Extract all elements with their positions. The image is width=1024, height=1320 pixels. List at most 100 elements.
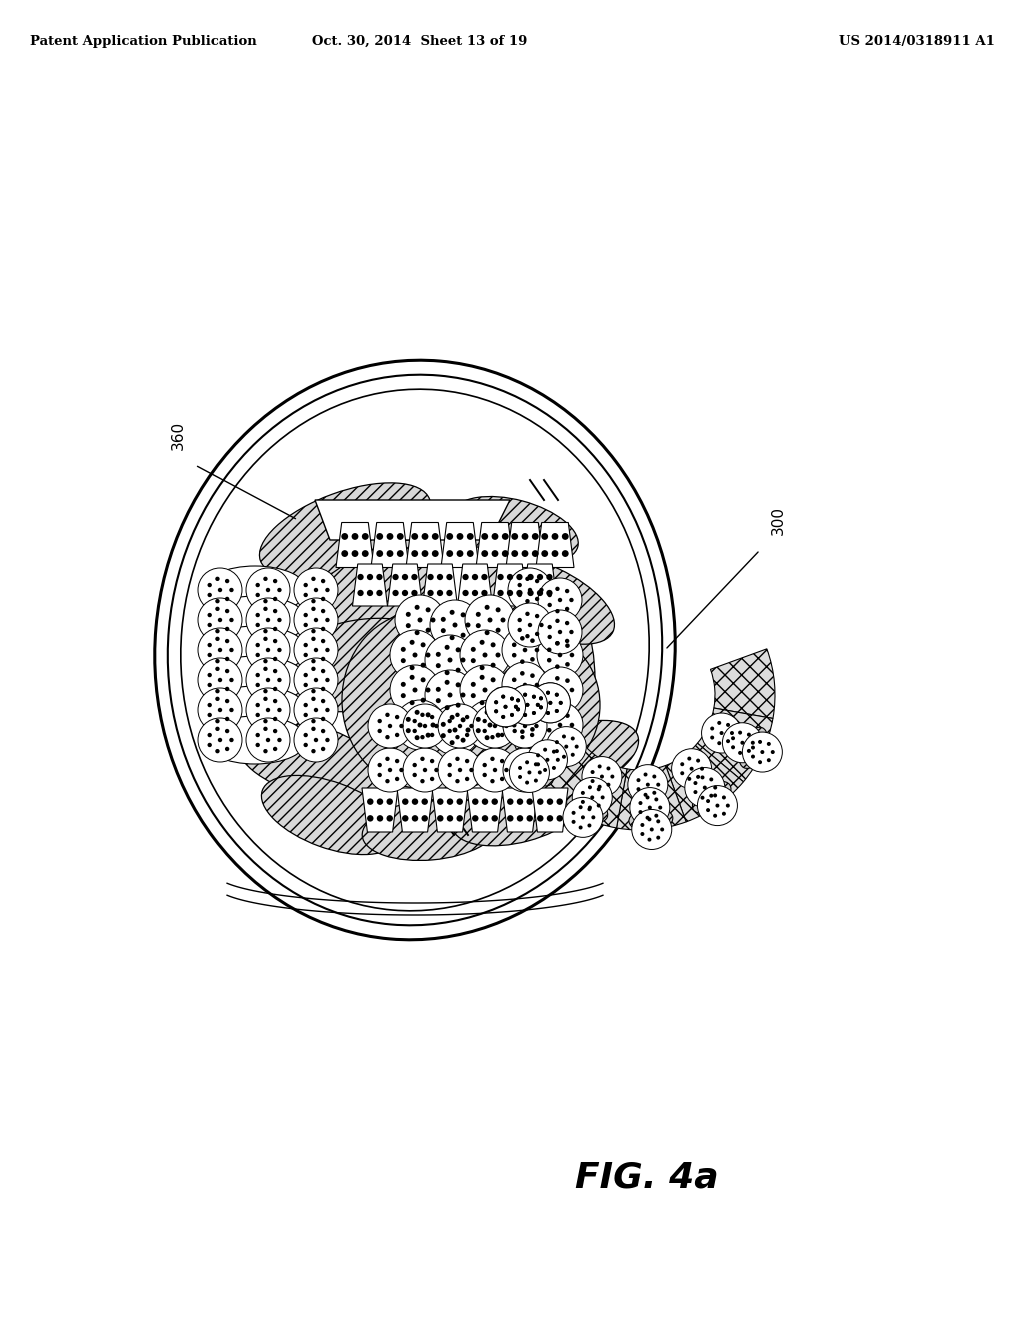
Text: US 2014/0318911 A1: US 2014/0318911 A1 (839, 36, 995, 48)
Circle shape (526, 816, 532, 821)
Circle shape (225, 717, 229, 721)
Circle shape (527, 574, 534, 581)
Circle shape (476, 717, 481, 722)
Circle shape (535, 718, 540, 722)
Circle shape (341, 533, 348, 540)
Circle shape (552, 750, 556, 754)
Circle shape (548, 593, 552, 597)
Circle shape (517, 799, 523, 805)
Circle shape (490, 756, 495, 762)
Circle shape (512, 677, 516, 682)
Ellipse shape (502, 721, 639, 800)
Circle shape (570, 737, 574, 741)
Circle shape (321, 717, 326, 721)
Circle shape (472, 590, 478, 597)
Circle shape (530, 759, 535, 763)
Circle shape (530, 682, 570, 723)
Circle shape (430, 715, 434, 719)
Circle shape (465, 733, 469, 737)
Circle shape (479, 675, 484, 680)
Circle shape (367, 816, 374, 821)
Circle shape (303, 682, 308, 688)
Polygon shape (352, 564, 387, 606)
Circle shape (461, 738, 466, 743)
Polygon shape (506, 523, 544, 568)
Circle shape (520, 706, 524, 710)
Circle shape (303, 623, 308, 627)
Circle shape (516, 574, 522, 581)
Circle shape (558, 723, 562, 727)
Ellipse shape (480, 635, 600, 775)
Circle shape (501, 618, 506, 623)
Circle shape (598, 784, 602, 789)
Circle shape (400, 693, 406, 698)
Circle shape (517, 628, 522, 632)
Circle shape (461, 632, 466, 638)
Circle shape (263, 636, 267, 642)
Circle shape (508, 685, 548, 725)
Circle shape (656, 820, 660, 824)
Circle shape (473, 704, 517, 748)
Circle shape (522, 718, 527, 722)
Circle shape (562, 533, 568, 540)
Circle shape (548, 603, 552, 607)
Polygon shape (362, 788, 398, 832)
Circle shape (351, 533, 358, 540)
Circle shape (457, 533, 464, 540)
Circle shape (246, 598, 290, 642)
Circle shape (421, 677, 426, 682)
Ellipse shape (342, 612, 498, 788)
Circle shape (660, 828, 665, 832)
Circle shape (535, 648, 540, 652)
Circle shape (496, 652, 501, 657)
Circle shape (556, 758, 560, 762)
Circle shape (218, 677, 222, 682)
Circle shape (256, 713, 260, 717)
Circle shape (508, 603, 552, 647)
Circle shape (215, 628, 220, 634)
Circle shape (303, 643, 308, 647)
Circle shape (377, 799, 383, 805)
Circle shape (610, 775, 614, 779)
Circle shape (496, 733, 501, 738)
Wedge shape (553, 752, 627, 828)
Circle shape (273, 657, 278, 661)
Circle shape (493, 723, 498, 729)
Circle shape (208, 743, 212, 747)
Circle shape (406, 717, 411, 722)
Circle shape (490, 663, 496, 668)
Circle shape (256, 743, 260, 747)
Circle shape (693, 791, 697, 795)
Circle shape (581, 816, 585, 820)
Circle shape (263, 667, 267, 671)
Circle shape (530, 639, 535, 643)
Circle shape (504, 723, 509, 729)
Circle shape (537, 574, 543, 581)
Circle shape (481, 574, 487, 581)
Circle shape (539, 697, 543, 701)
Circle shape (406, 612, 411, 616)
Circle shape (450, 635, 455, 640)
Circle shape (511, 533, 518, 540)
Ellipse shape (155, 360, 675, 940)
Circle shape (368, 748, 412, 792)
Circle shape (208, 673, 212, 677)
Polygon shape (387, 564, 423, 606)
Circle shape (707, 808, 710, 812)
Circle shape (559, 701, 563, 705)
Circle shape (502, 663, 548, 708)
Circle shape (498, 574, 504, 581)
Circle shape (410, 665, 415, 671)
Circle shape (413, 688, 418, 693)
Circle shape (430, 759, 434, 763)
Circle shape (591, 779, 595, 783)
Circle shape (225, 698, 229, 704)
Circle shape (495, 700, 498, 705)
Circle shape (450, 715, 455, 719)
Circle shape (516, 708, 520, 711)
Circle shape (487, 722, 493, 727)
Circle shape (547, 648, 552, 652)
Circle shape (395, 595, 445, 645)
Circle shape (208, 612, 212, 618)
Circle shape (654, 813, 658, 817)
